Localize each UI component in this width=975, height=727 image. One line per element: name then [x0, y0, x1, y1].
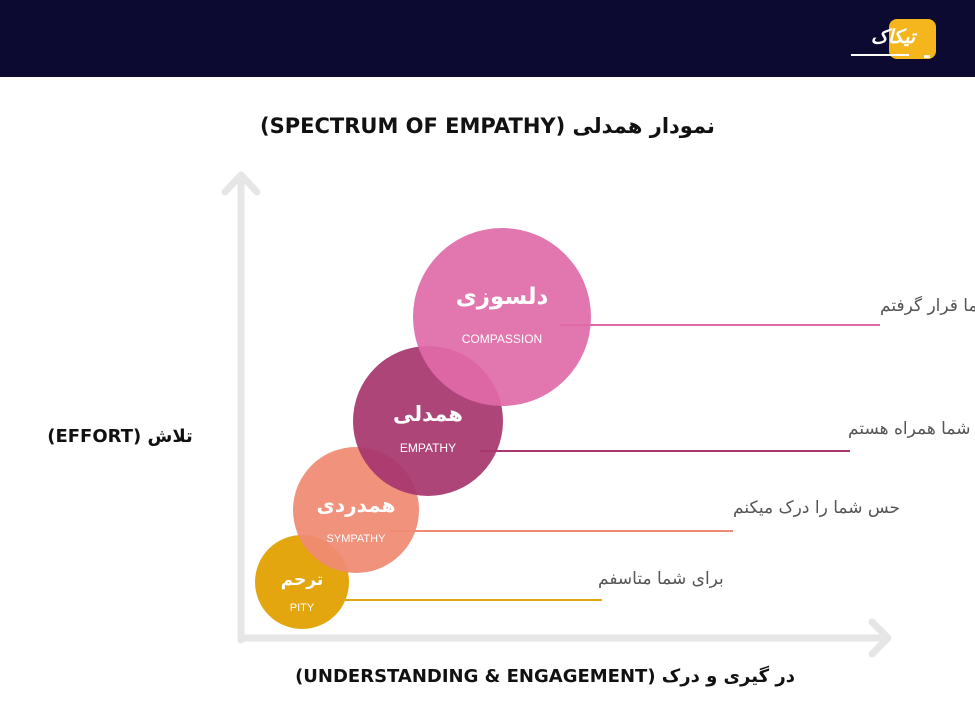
diagram-title: نمودار همدلی (SPECTRUM OF EMPATHY) [260, 114, 715, 138]
logo-dot [924, 55, 930, 58]
x-axis [237, 618, 892, 658]
logo-badge [889, 19, 936, 59]
empathy-label-en: EMPATHY [400, 441, 456, 455]
sympathy-label-en: SYMPATHY [327, 533, 387, 545]
compassion-label-en: COMPASSION [462, 332, 542, 346]
pity-label-fa: ترحم [281, 570, 324, 590]
sympathy-phrase: حس شما را درک میکنم [733, 498, 900, 518]
y-axis-label: تلاش (EFFORT) [47, 426, 193, 447]
compassion-circle [413, 228, 591, 406]
pity-label-en: PITY [290, 602, 315, 614]
empathy-phrase: با احساس شما همراه هستم [848, 419, 975, 439]
empathy-label-fa: همدلی [393, 402, 463, 426]
logo[interactable]: تیکاک [870, 26, 916, 48]
compassion-phrase: تحت تاثیر شما قرار گرفتم [880, 295, 975, 316]
pity-phrase: برای شما متاسفم [598, 569, 724, 589]
sympathy-label-fa: همدردی [317, 493, 396, 517]
y-axis [221, 171, 261, 644]
x-axis-label: در گیری و درک (UNDERSTANDING & ENGAGEMEN… [295, 666, 795, 687]
logo-underline [851, 54, 909, 56]
header-bar [0, 0, 975, 77]
compassion-label-fa: دلسوزی [456, 284, 549, 310]
